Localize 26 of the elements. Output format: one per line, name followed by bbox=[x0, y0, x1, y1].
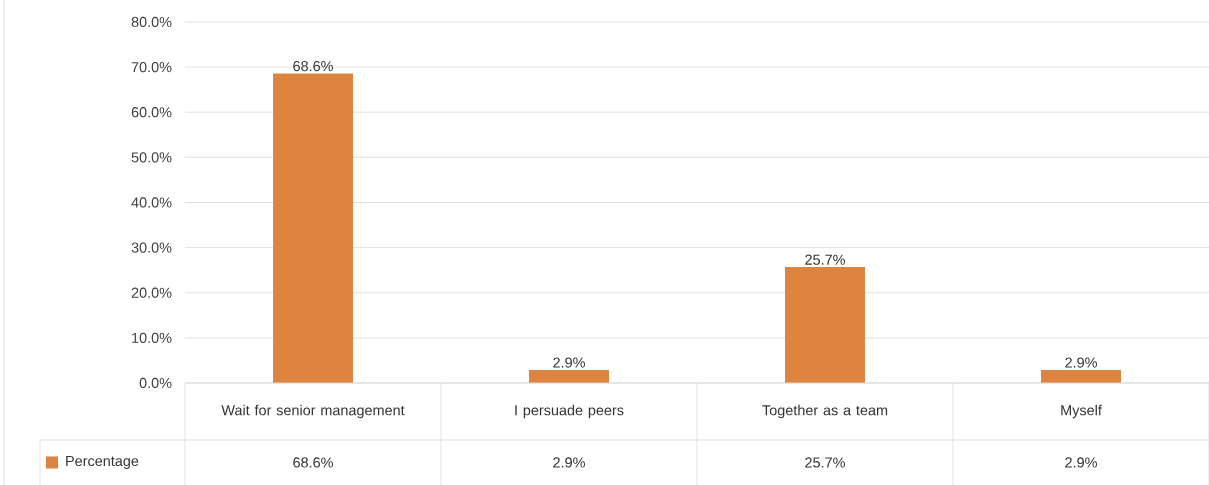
y-tick-label: 70.0% bbox=[131, 61, 172, 73]
x-tick-label: Myself bbox=[1061, 404, 1102, 419]
x-tick-label: Wait for senior management bbox=[221, 404, 405, 419]
text: 2.9% bbox=[1065, 357, 1097, 368]
bar bbox=[1041, 369, 1122, 383]
y-tick-label: 20.0% bbox=[131, 287, 172, 298]
bar bbox=[785, 267, 866, 383]
bar bbox=[529, 369, 610, 383]
y-tick-label: 40.0% bbox=[131, 197, 172, 208]
y-tick-label: 10.0% bbox=[132, 332, 172, 343]
data-label: 2.9% bbox=[553, 457, 585, 468]
x-tick-label: Together as a team bbox=[762, 404, 888, 419]
legend-label: Percentage bbox=[66, 456, 139, 469]
y-tick-label: 50.0% bbox=[131, 152, 172, 163]
y-tick-label: 0.0% bbox=[139, 377, 172, 389]
data-label: 25.7% bbox=[805, 457, 845, 468]
y-tick-label: 30.0% bbox=[131, 242, 172, 253]
text: 2.9% bbox=[553, 357, 585, 368]
x-tick-label: I persuade peers bbox=[515, 404, 624, 419]
text: 68.6% bbox=[293, 60, 333, 72]
y-tick-label: 60.0% bbox=[131, 107, 172, 118]
bar bbox=[273, 73, 354, 383]
data-label: 68.6% bbox=[293, 457, 333, 468]
text: 25.7% bbox=[805, 254, 845, 265]
data-label: 2.9% bbox=[1065, 457, 1097, 468]
y-tick-label: 80.0% bbox=[131, 16, 172, 28]
